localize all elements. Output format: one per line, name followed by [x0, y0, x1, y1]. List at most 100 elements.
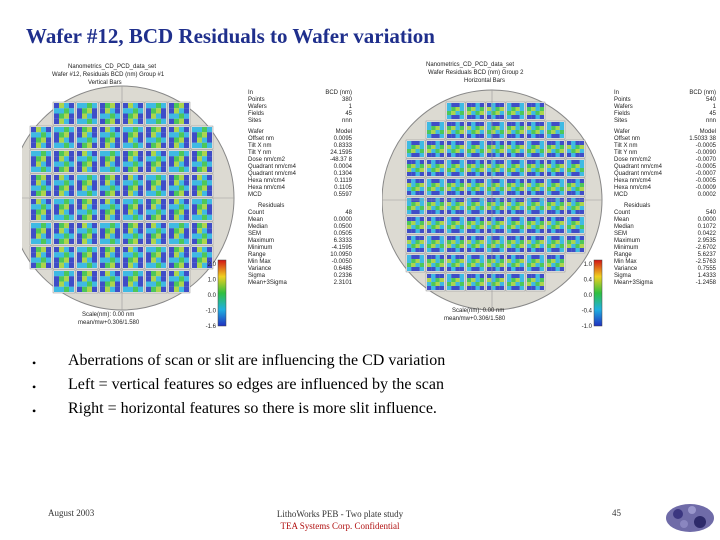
residual-stat-label: Minimum: [248, 245, 272, 251]
wafer-field: [406, 140, 425, 158]
model-param-label: MCD: [248, 192, 262, 198]
residual-stat-value: 0.0500: [334, 224, 353, 230]
residual-stat-value: 540: [706, 210, 717, 216]
wafer-field: [168, 174, 190, 197]
wafer-field: [168, 150, 190, 173]
wafer-field: [566, 216, 585, 234]
company-logo-icon: [664, 500, 716, 536]
left-colorbar-ticks: 2.01.00.0-1.0-1.6: [206, 262, 217, 330]
residual-stat-value: 0.0422: [698, 231, 717, 237]
stat-label: Fields: [614, 111, 630, 117]
stat-label: Fields: [248, 111, 264, 117]
wafer-field: [526, 235, 545, 253]
wafer-field: [466, 216, 485, 234]
residual-stat-value: 0.0000: [334, 217, 353, 223]
model-param-label: MCD: [614, 192, 628, 198]
wafer-field: [486, 178, 505, 196]
model-param-label: Tilt X nm: [614, 143, 637, 149]
model-param-label: Dose nm/cm2: [248, 157, 286, 163]
bullet-marker: •: [28, 352, 68, 374]
residuals-header: Residuals: [624, 203, 650, 209]
wafer-field: [546, 235, 565, 253]
wafer-field: [406, 178, 425, 196]
bullet-list: • Aberrations of scan or slit are influe…: [28, 352, 445, 424]
colorbar-tick: 1.0: [208, 278, 217, 284]
wafer-field: [466, 102, 485, 120]
left-header-1: Nanometrics_CD_PCD_data_set: [68, 64, 156, 70]
model-param-value: 0.0004: [334, 164, 353, 170]
left-stats-block: In BCD (nm)Points 380Wafers 1Fields 45Sites n…: [248, 90, 353, 286]
stat-value: nnn: [342, 118, 352, 124]
stat-value: 1: [349, 104, 353, 110]
residual-stat-value: 0.0000: [698, 217, 717, 223]
residual-stat-label: Min Max: [614, 259, 637, 265]
model-param-label: Quadrant nm/cm4: [248, 171, 297, 177]
wafer-field: [506, 178, 525, 196]
bullet-marker: •: [28, 400, 68, 422]
wafer-field: [446, 235, 465, 253]
wafer-field: [526, 216, 545, 234]
residual-stat-label: Variance: [248, 266, 272, 272]
bullet-item: • Aberrations of scan or slit are influe…: [28, 352, 445, 376]
wafer-field: [446, 102, 465, 120]
bullet-text: Left = vertical features so edges are in…: [68, 376, 444, 394]
wafer-field: [122, 246, 144, 269]
wafer-field: [168, 126, 190, 149]
wafer-field: [486, 273, 505, 291]
wafer-field: [506, 273, 525, 291]
right-wafer-plot: Nanometrics_CD_PCD_data_set Wafer Residu…: [382, 58, 718, 332]
residual-stat-value: 10.0950: [330, 252, 352, 258]
wafer-field: [30, 150, 52, 173]
residual-stat-label: Range: [614, 252, 632, 258]
wafer-field: [30, 198, 52, 221]
wafer-field: [546, 140, 565, 158]
bullet-text: Aberrations of scan or slit are influenc…: [68, 352, 445, 370]
right-scale-label-2: mean/mw+0.306/1.580: [444, 316, 506, 322]
model-param-label: Hexa nm/cm4: [248, 185, 286, 191]
colorbar-tick: 1.0: [584, 262, 593, 268]
wafer-field: [145, 126, 167, 149]
wafer-field: [426, 254, 445, 272]
wafer-field: [546, 254, 565, 272]
model-param-label: Tilt Y nm: [248, 150, 271, 156]
wafer-field: [99, 222, 121, 245]
model-param-label: Tilt X nm: [248, 143, 271, 149]
residual-stat-value: 2.3101: [334, 280, 353, 286]
wafer-field: [30, 222, 52, 245]
wafer-field: [466, 140, 485, 158]
wafer-field: [53, 102, 75, 125]
residual-stat-label: Count: [614, 210, 630, 216]
residual-stat-label: Mean: [248, 217, 263, 223]
wafer-field: [426, 273, 445, 291]
wafer-field: [191, 150, 213, 173]
wafer-field: [526, 140, 545, 158]
colorbar-tick: 0.4: [584, 278, 593, 284]
wafer-field: [426, 178, 445, 196]
residual-stat-value: 6.3333: [334, 238, 353, 244]
page-number: 45: [612, 508, 621, 518]
residual-stat-label: Maximum: [614, 238, 640, 244]
wafer-field: [99, 174, 121, 197]
residual-stat-value: 5.6237: [698, 252, 717, 258]
stat-value: nnn: [706, 118, 716, 124]
wafer-field: [486, 235, 505, 253]
colorbar-tick: -1.6: [206, 324, 217, 330]
wafer-field: [145, 222, 167, 245]
wafer-field: [76, 270, 98, 293]
slide-title: Wafer #12, BCD Residuals to Wafer variat…: [26, 24, 435, 49]
stat-value: 540: [706, 97, 717, 103]
model-param-value: -0.0070: [696, 157, 717, 163]
right-header-3: Horizontal Bars: [464, 78, 505, 84]
wafer-field: [466, 121, 485, 139]
wafer-field: [122, 222, 144, 245]
residual-stat-value: 0.2336: [334, 273, 353, 279]
wafer-field: [168, 222, 190, 245]
wafer-field: [506, 254, 525, 272]
residual-stat-label: Sigma: [614, 273, 632, 279]
wafer-field: [526, 254, 545, 272]
model-param-value: 1.5033 38: [689, 136, 716, 142]
wafer-field: [53, 198, 75, 221]
wafer-field: [546, 216, 565, 234]
wafer-field: [30, 126, 52, 149]
residual-stat-label: Median: [248, 224, 268, 230]
